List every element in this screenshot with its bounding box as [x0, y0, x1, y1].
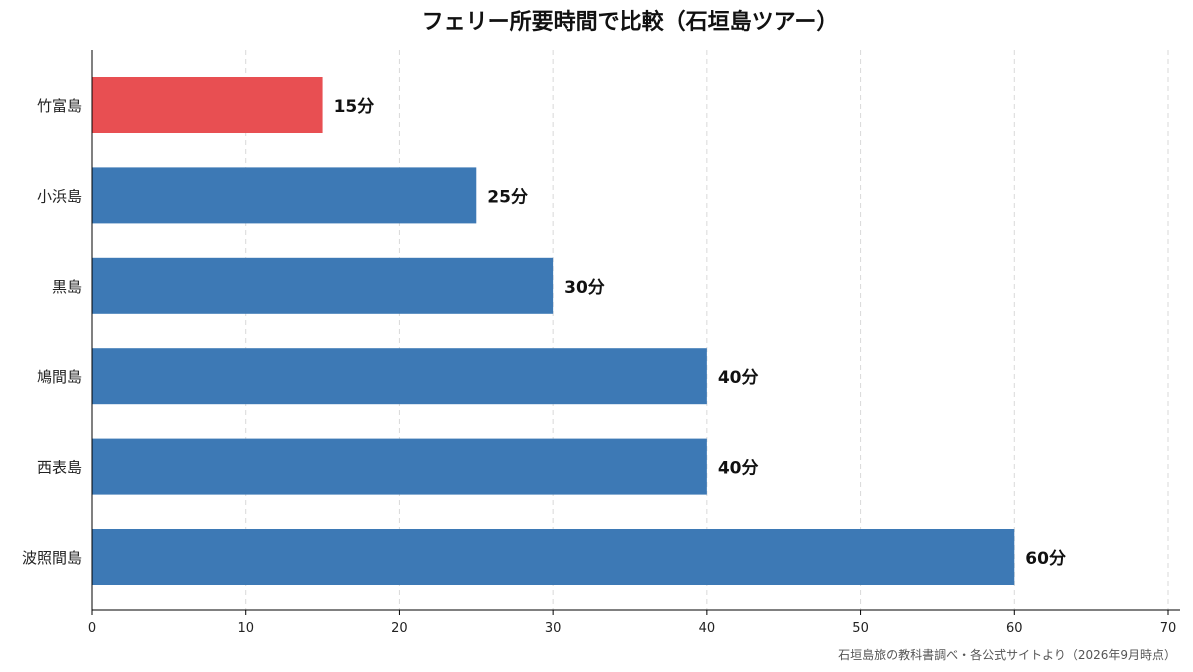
bar-4	[92, 438, 707, 495]
category-label-0: 竹富島	[37, 97, 82, 115]
x-tick-label-20: 20	[391, 621, 408, 636]
data-label-2: 30分	[564, 278, 605, 298]
x-tick-label-0: 0	[88, 621, 96, 636]
chart-title: フェリー所要時間で比較（石垣島ツアー）	[422, 9, 839, 35]
bar-1	[92, 167, 477, 224]
x-tick-label-50: 50	[852, 621, 869, 636]
data-label-3: 40分	[718, 368, 759, 388]
data-label-4: 40分	[718, 459, 759, 479]
x-tick-label-10: 10	[237, 621, 254, 636]
x-tick-label-30: 30	[545, 621, 562, 636]
category-label-3: 鳩間島	[37, 368, 82, 386]
category-label-2: 黒島	[52, 278, 82, 296]
x-tick-label-40: 40	[699, 621, 716, 636]
data-label-1: 25分	[487, 187, 528, 207]
x-tick-label-70: 70	[1160, 621, 1177, 636]
bar-0	[92, 77, 323, 133]
x-tick-label-60: 60	[1006, 621, 1023, 636]
category-label-1: 小浜島	[37, 187, 82, 205]
data-label-0: 15分	[334, 97, 375, 117]
bars-group: 15分 25分 30分 40分 40分 60分	[92, 77, 1066, 585]
bar-3	[92, 348, 707, 405]
category-label-4: 西表島	[37, 459, 82, 477]
category-label-5: 波照間島	[22, 549, 82, 567]
bar-2	[92, 257, 554, 314]
bar-5	[92, 529, 1015, 585]
source-note: 石垣島旅の教科書調べ・各公式サイトより（2026年9月時点）	[838, 647, 1176, 662]
grid-lines	[245, 50, 1169, 610]
data-label-5: 60分	[1025, 549, 1066, 569]
